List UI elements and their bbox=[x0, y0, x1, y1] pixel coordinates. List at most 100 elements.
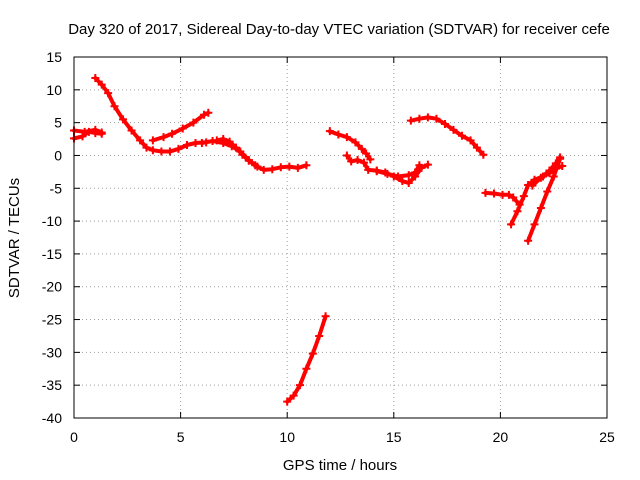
chart-title: Day 320 of 2017, Sidereal Day-to-day VTE… bbox=[68, 21, 610, 38]
data-point bbox=[415, 114, 424, 123]
data-trace bbox=[285, 314, 328, 404]
x-tick-label: 25 bbox=[599, 429, 615, 445]
data-point bbox=[157, 147, 166, 156]
data-point bbox=[530, 220, 539, 229]
data-series bbox=[70, 74, 567, 406]
data-point bbox=[524, 236, 533, 245]
data-point bbox=[219, 135, 228, 144]
data-point bbox=[165, 147, 174, 156]
x-tick-label: 5 bbox=[177, 429, 185, 445]
data-point bbox=[556, 153, 565, 162]
data-point bbox=[325, 127, 334, 136]
data-point bbox=[268, 165, 277, 174]
data-point bbox=[238, 150, 247, 159]
data-point bbox=[479, 150, 488, 159]
data-point bbox=[449, 125, 458, 134]
data-point bbox=[259, 165, 268, 174]
data-point bbox=[251, 161, 260, 170]
data-point bbox=[204, 108, 213, 117]
data-point bbox=[458, 131, 467, 140]
data-point bbox=[507, 220, 516, 229]
data-point bbox=[432, 114, 441, 123]
data-point bbox=[189, 118, 198, 127]
y-tick-label: 15 bbox=[46, 49, 62, 65]
data-point bbox=[289, 391, 298, 400]
data-point bbox=[110, 102, 119, 111]
data-point bbox=[406, 116, 415, 125]
data-point bbox=[415, 161, 424, 170]
data-point bbox=[321, 312, 330, 321]
data-point bbox=[394, 172, 403, 181]
data-point bbox=[182, 140, 191, 149]
data-trace bbox=[72, 127, 104, 135]
y-tick-label: 0 bbox=[54, 147, 62, 163]
data-point bbox=[104, 89, 113, 98]
data-point bbox=[178, 124, 187, 133]
data-point bbox=[347, 157, 356, 166]
data-point bbox=[481, 188, 490, 197]
data-point bbox=[212, 136, 221, 145]
data-point bbox=[119, 115, 128, 124]
y-axis-label: SDTVAR / TECUs bbox=[6, 178, 23, 298]
data-point bbox=[334, 130, 343, 139]
data-point bbox=[302, 364, 311, 373]
data-point bbox=[440, 119, 449, 128]
data-point bbox=[142, 143, 151, 152]
data-point bbox=[148, 136, 157, 145]
axis-ticks: 0 5 10 15 20 25 15 10 5 0 -5 -10 -15 -20 -25 -30 -35 -40 bbox=[42, 49, 615, 445]
data-point bbox=[293, 163, 302, 172]
data-point bbox=[545, 166, 554, 175]
data-point bbox=[490, 189, 499, 198]
data-point bbox=[136, 136, 145, 145]
y-tick-label: -40 bbox=[42, 410, 62, 426]
y-tick-label: 10 bbox=[46, 82, 62, 98]
data-point bbox=[159, 133, 168, 142]
data-point bbox=[549, 172, 558, 181]
y-tick-label: -25 bbox=[42, 312, 62, 328]
data-point bbox=[308, 349, 317, 358]
data-point bbox=[174, 144, 183, 153]
x-tick-label: 0 bbox=[70, 429, 78, 445]
data-point bbox=[295, 381, 304, 390]
y-tick-label: -5 bbox=[50, 180, 63, 196]
data-point bbox=[283, 397, 292, 406]
data-point bbox=[366, 155, 375, 164]
data-point bbox=[359, 158, 368, 167]
data-point bbox=[244, 156, 253, 165]
x-tick-label: 20 bbox=[493, 429, 509, 445]
data-point bbox=[200, 110, 209, 119]
data-point bbox=[398, 177, 407, 186]
data-point bbox=[364, 165, 373, 174]
data-point bbox=[342, 151, 351, 160]
y-tick-label: -10 bbox=[42, 213, 62, 229]
data-point bbox=[197, 138, 206, 147]
data-point bbox=[404, 171, 413, 180]
data-point bbox=[351, 138, 360, 147]
data-point bbox=[411, 168, 420, 177]
data-point bbox=[276, 163, 285, 172]
data-point bbox=[127, 126, 136, 135]
grid bbox=[74, 57, 607, 418]
y-tick-label: -20 bbox=[42, 279, 62, 295]
data-point bbox=[504, 190, 513, 199]
data-point bbox=[97, 80, 106, 89]
data-point bbox=[342, 133, 351, 142]
x-tick-label: 10 bbox=[279, 429, 295, 445]
data-point bbox=[543, 187, 552, 196]
data-point bbox=[78, 132, 87, 141]
data-point bbox=[404, 179, 413, 188]
data-point bbox=[528, 181, 537, 190]
data-point bbox=[519, 192, 528, 201]
plot-frame bbox=[73, 56, 608, 419]
data-point bbox=[302, 161, 311, 170]
data-point bbox=[551, 159, 560, 168]
data-point bbox=[362, 149, 371, 158]
data-point bbox=[372, 167, 381, 176]
data-point bbox=[466, 136, 475, 145]
data-point bbox=[423, 113, 432, 122]
data-point bbox=[536, 173, 545, 182]
data-point bbox=[91, 74, 100, 83]
y-tick-label: 5 bbox=[54, 115, 62, 131]
data-point bbox=[80, 127, 89, 136]
